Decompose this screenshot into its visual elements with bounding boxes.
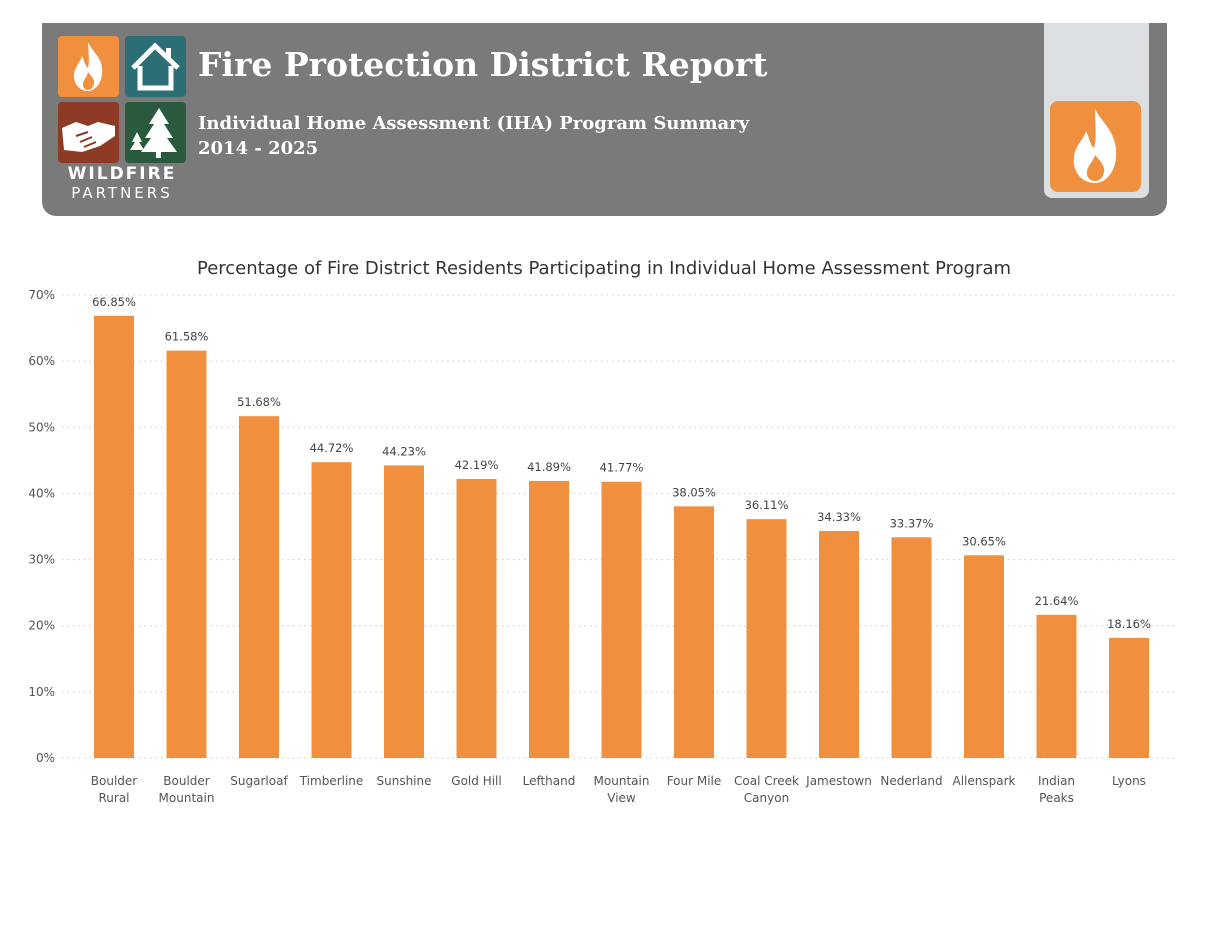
flame-icon: [58, 36, 119, 97]
right-logo-panel: [1044, 23, 1149, 198]
bar: [819, 530, 859, 758]
bar: [674, 506, 714, 758]
x-tick-label: Four Mile: [667, 774, 722, 788]
data-label: 34.33%: [817, 510, 861, 524]
y-tick-label: 20%: [28, 619, 55, 633]
x-tick-label: Nederland: [880, 774, 942, 788]
bar: [1036, 614, 1077, 758]
data-label: 41.89%: [527, 460, 571, 474]
data-label: 42.19%: [455, 458, 499, 472]
y-tick-label: 0%: [36, 751, 55, 765]
data-label: 41.77%: [600, 461, 644, 475]
x-tick-label: Gold Hill: [451, 774, 501, 788]
bar: [746, 519, 787, 758]
house-icon: [125, 36, 186, 97]
x-tick-label: Lyons: [1112, 774, 1146, 788]
handshake-icon: [58, 102, 119, 163]
data-label: 66.85%: [92, 295, 136, 309]
page-subtitle: Individual Home Assessment (IHA) Program…: [198, 113, 750, 134]
chart-title: Percentage of Fire District Residents Pa…: [197, 258, 1011, 279]
report-header: WILDFIRE PARTNERS Fire Protection Distri…: [42, 23, 1167, 216]
bar: [601, 481, 642, 758]
bar: [891, 537, 932, 758]
data-label: 51.68%: [237, 395, 281, 409]
report-years: 2014 - 2025: [198, 138, 319, 159]
y-tick-label: 10%: [28, 685, 55, 699]
brand-name-top: WILDFIRE: [67, 164, 177, 184]
bar: [384, 465, 424, 758]
x-tick-label: Coal Creek Canyon: [734, 774, 799, 805]
x-tick-label: Lefthand: [523, 774, 576, 788]
data-label: 30.65%: [962, 534, 1006, 548]
x-tick-label: Timberline: [299, 774, 364, 788]
x-tick-label: Sugarloaf: [230, 774, 288, 788]
data-label: 44.72%: [310, 441, 354, 455]
bar: [311, 462, 352, 758]
data-label: 36.11%: [745, 498, 789, 512]
data-label: 33.37%: [890, 516, 934, 530]
y-tick-label: 40%: [28, 486, 55, 500]
bar: [456, 478, 497, 758]
x-tick-label: Jamestown: [805, 774, 872, 788]
bar: [166, 350, 207, 758]
pine-trees-icon: [125, 102, 186, 163]
flame-icon: [1050, 101, 1141, 192]
bar: [94, 315, 134, 758]
y-tick-label: 70%: [28, 288, 55, 302]
data-label: 44.23%: [382, 444, 426, 458]
x-tick-label: Boulder Mountain: [159, 774, 215, 805]
bar: [239, 416, 279, 758]
x-tick-label: Allenspark: [953, 774, 1016, 788]
x-tick-label: Sunshine: [376, 774, 431, 788]
bar: [964, 555, 1004, 758]
x-tick-label: Mountain View: [594, 774, 650, 805]
bar: [1109, 637, 1149, 758]
data-label: 61.58%: [165, 330, 209, 344]
y-tick-label: 60%: [28, 354, 55, 368]
data-label: 38.05%: [672, 485, 716, 499]
y-tick-label: 50%: [28, 420, 55, 434]
bar: [529, 480, 569, 758]
x-tick-label: Boulder Rural: [91, 774, 138, 805]
page-title: Fire Protection District Report: [198, 45, 768, 84]
brand-name-bottom: PARTNERS: [71, 184, 173, 202]
data-label: 21.64%: [1035, 594, 1079, 608]
data-label: 18.16%: [1107, 617, 1151, 631]
x-tick-label: Indian Peaks: [1038, 774, 1075, 805]
y-tick-label: 30%: [28, 553, 55, 567]
